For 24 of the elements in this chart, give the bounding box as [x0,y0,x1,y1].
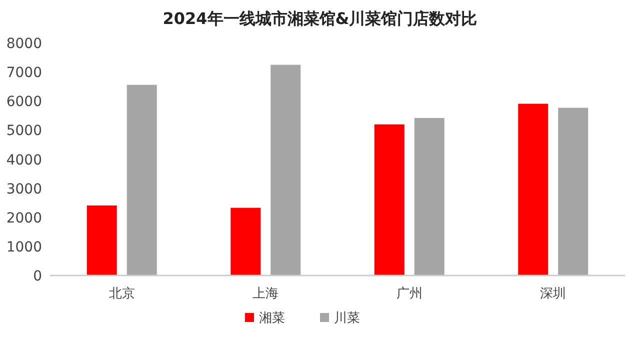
bar [270,64,301,276]
y-tick-label: 4000 [6,152,42,168]
bar [558,108,588,276]
x-tick-label: 北京 [108,286,135,302]
y-tick-label: 5000 [6,123,42,140]
x-tick-label: 深圳 [540,286,566,302]
bar [86,205,117,276]
x-tick-label: 上海 [252,286,279,302]
bar [414,118,444,276]
y-tick-label: 3000 [6,181,42,198]
bar [518,104,548,276]
bar [230,208,261,276]
x-tick-label: 广州 [396,286,422,302]
y-tick-label: 2000 [6,210,42,226]
bar [126,84,157,276]
bar [374,124,404,276]
legend-label: 川菜 [334,311,360,326]
y-tick-label: 8000 [6,36,42,52]
y-tick-label: 6000 [6,94,42,110]
y-tick-label: 0 [33,268,42,284]
y-tick-label: 1000 [6,239,42,256]
chart-title: 2024年一线城市湘菜馆&川菜馆门店数对比 [162,9,478,28]
legend-label: 湘菜 [259,311,285,326]
y-tick-label: 7000 [6,65,42,82]
